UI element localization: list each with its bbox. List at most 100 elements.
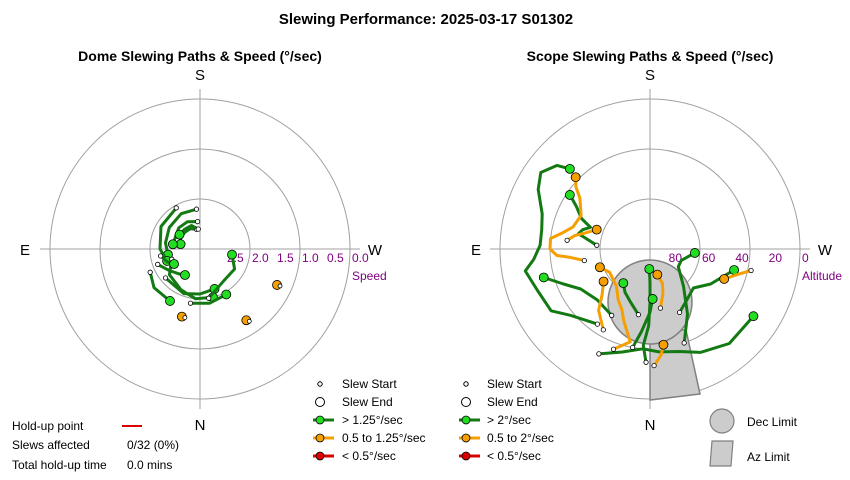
scope-path-14 [722, 269, 753, 281]
scope-path-3 [676, 251, 697, 345]
scope-chart: Scope Slewing Paths & Speed (°/sec) S N … [471, 48, 842, 434]
dome-legend-slew-start: Slew Start [342, 377, 397, 391]
scope-dir-right: W [818, 242, 833, 259]
scope-legend-fast-marker [461, 415, 471, 425]
scope-slew-start-14 [748, 267, 754, 274]
scope-slew-start-6 [594, 242, 600, 248]
1-radial-tick: 60 [702, 251, 716, 265]
holdup-slews-label: Slews affected [12, 438, 90, 452]
1-radial-tick: 20 [769, 251, 783, 265]
dome-slew-end-9 [227, 249, 237, 260]
dome-grid [40, 89, 360, 409]
scope-legend-medium-marker [461, 433, 471, 443]
dome-slew-end-1 [168, 239, 178, 250]
scope-legend-slow: < 0.5°/sec [487, 449, 541, 463]
dome-point-start-2 [277, 283, 283, 289]
legend-medium-marker [315, 433, 325, 443]
scope-slew-end-3 [689, 248, 700, 258]
scope-slew-end-10 [598, 276, 609, 287]
dome-slew-end-8 [165, 296, 175, 306]
dome-slew-start-7 [187, 300, 194, 306]
scope-slew-start-11 [581, 257, 587, 264]
scope-slew-end-7 [618, 278, 629, 289]
dome-legend-medium: 0.5 to 1.25°/sec [342, 431, 426, 445]
scope-slew-start-10 [600, 327, 606, 333]
scope-slew-start-3 [681, 340, 687, 346]
dome-slew-start-2 [193, 206, 200, 212]
holdup-panel: Hold-up point Slews affected 0/32 (0%) T… [12, 419, 179, 472]
dome-slew-start-10 [155, 261, 161, 267]
scope-legend: Slew Start Slew End > 2°/sec 0.5 to 2°/s… [459, 377, 554, 463]
scope-slew-end-5 [564, 163, 575, 174]
dome-chart-title: Dome Slewing Paths & Speed (°/sec) [78, 48, 322, 64]
limit-legend: Dec Limit Az Limit [709, 408, 798, 467]
scope-path-12 [655, 273, 665, 310]
holdup-slews-value: 0/32 (0%) [127, 438, 179, 452]
scope-slew-end-12 [652, 269, 663, 280]
scope-slew-end-4 [538, 272, 549, 283]
scope-legend-medium: 0.5 to 2°/sec [487, 431, 554, 445]
dome-paths [147, 205, 283, 326]
scope-radial-axis-label: Altitude [802, 269, 842, 283]
scope-dir-bottom: N [645, 417, 656, 434]
dome-grid-ring [99, 148, 301, 350]
1-radial-tick: 0 [802, 251, 809, 265]
dome-legend: Slew Start Slew End > 1.25°/sec 0.5 to 1… [313, 377, 426, 463]
0-radial-tick: 1.0 [302, 251, 319, 265]
dome-slew-start-5 [162, 275, 169, 281]
scope-radial-ticks: 80 60 40 20 0 [669, 251, 809, 265]
dome-legend-slow: < 0.5°/sec [342, 449, 396, 463]
dome-dir-top: S [195, 67, 205, 84]
scope-dir-left: E [471, 242, 481, 259]
scope-slew-end-6 [564, 190, 575, 200]
scope-dir-top: S [645, 67, 655, 84]
dome-path-9 [207, 253, 237, 300]
scope-slew-start-1 [596, 351, 602, 357]
0-radial-tick: 0.0 [352, 251, 369, 265]
dome-slew-end-10 [180, 270, 190, 280]
legend-fast-marker [315, 415, 325, 425]
0-radial-tick: 2.0 [252, 251, 269, 265]
dome-path-8 [148, 270, 172, 303]
az-limit-label: Az Limit [747, 450, 790, 464]
scope-paths [523, 163, 759, 369]
dec-limit-label: Dec Limit [747, 415, 798, 429]
dome-dir-bottom: N [195, 417, 206, 434]
dome-path-5 [164, 276, 216, 296]
holdup-time-value: 0.0 mins [127, 458, 172, 472]
scope-slew-end-13 [658, 339, 669, 350]
dome-chart: Dome Slewing Paths & Speed (°/sec) S N E… [20, 48, 387, 434]
scope-path-1 [597, 314, 755, 356]
scope-slew-start-13 [651, 362, 657, 369]
1-radial-tick: 80 [669, 251, 683, 265]
dome-slew-start-1 [195, 219, 201, 225]
scope-slew-end-0 [644, 264, 655, 274]
scope-path-2 [631, 297, 655, 349]
dome-point-start-1 [182, 315, 188, 321]
dome-slew-start-11 [158, 253, 164, 259]
scope-path-9 [598, 265, 632, 351]
scope-slew-end-2 [647, 294, 658, 304]
legend-slow-marker [315, 451, 325, 461]
dome-grid-ring [49, 98, 351, 400]
scope-slew-start-5 [594, 321, 601, 327]
scope-slew-end-9 [594, 262, 605, 273]
scope-slew-start-9 [610, 346, 617, 352]
dome-path-2 [164, 207, 198, 257]
scope-legend-slew-start-marker [463, 381, 469, 387]
scope-path-6 [568, 193, 599, 247]
dome-legend-fast: > 1.25°/sec [342, 413, 403, 427]
dome-slew-start-8 [147, 269, 153, 275]
scope-slew-start-15 [564, 237, 570, 243]
dec-limit-swatch [709, 408, 735, 434]
scope-legend-slew-start: Slew Start [487, 377, 542, 391]
scope-slew-start-2 [630, 344, 636, 351]
scope-slew-end-15 [591, 224, 602, 235]
scope-slew-start-4 [609, 312, 615, 318]
dome-path-3 [158, 206, 178, 263]
legend-slew-start-marker [317, 381, 323, 387]
scope-slew-start-7 [635, 312, 642, 318]
dome-radial-axis-label: Speed [352, 269, 387, 283]
scope-legend-slew-end-marker [461, 397, 471, 407]
